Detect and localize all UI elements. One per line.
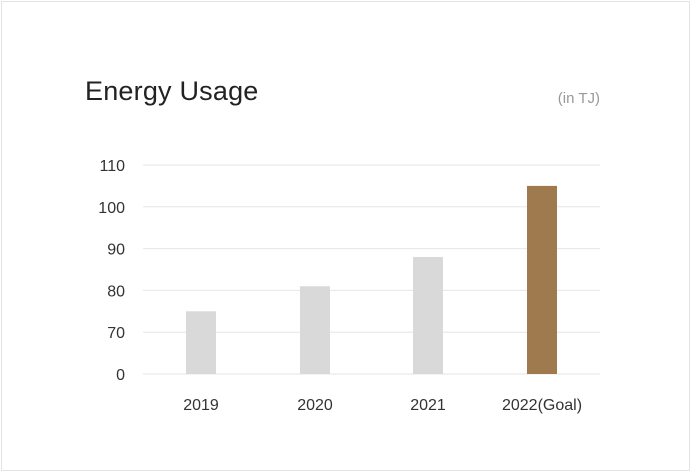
bars [186,185,557,374]
x-tick-label: 2019 [183,397,219,414]
y-tick-label: 80 [107,283,125,300]
bar-2019 [186,311,216,374]
chart-card: Energy Usage (in TJ) [1,1,690,471]
y-tick-label: 100 [98,200,125,217]
x-tick-label: 2020 [297,397,333,414]
y-axis-ticks: 0 70 80 90 100 110 [98,158,125,384]
y-tick-label: 0 [116,367,125,384]
y-tick-label: 110 [99,158,125,175]
y-tick-label: 70 [107,325,125,342]
unit-label: (in TJ) [557,90,600,107]
chart-title: Energy Usage [85,76,259,106]
x-tick-label: 2021 [410,397,446,414]
y-tick-label: 90 [107,242,125,259]
x-axis-ticks: 2019 2020 2021 2022(Goal) [183,397,582,414]
x-tick-label: 2022(Goal) [502,397,582,414]
bar-2022-goal [527,185,557,374]
grid-lines [143,164,600,375]
bar-2021 [413,256,443,374]
bar-2020 [300,286,330,374]
